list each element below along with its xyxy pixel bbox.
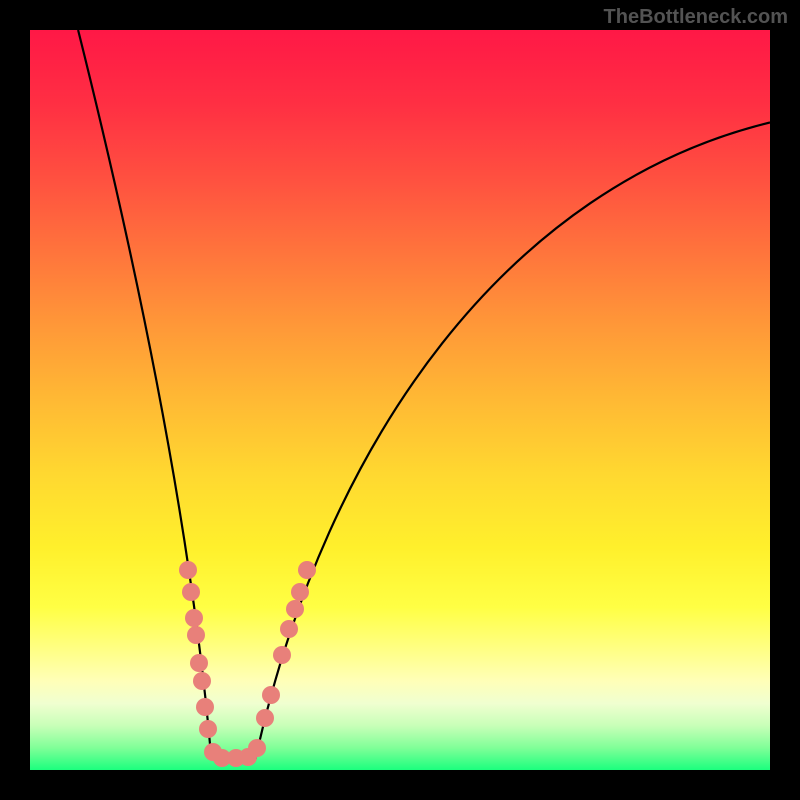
data-marker: [291, 583, 309, 601]
bottleneck-curve: [78, 30, 770, 758]
data-marker: [298, 561, 316, 579]
data-marker: [248, 739, 266, 757]
data-marker: [273, 646, 291, 664]
data-marker: [256, 709, 274, 727]
data-marker: [262, 686, 280, 704]
data-marker: [185, 609, 203, 627]
data-marker: [196, 698, 214, 716]
data-marker: [280, 620, 298, 638]
data-marker: [193, 672, 211, 690]
chart-area: [30, 30, 770, 770]
data-marker: [286, 600, 304, 618]
watermark-text: TheBottleneck.com: [604, 6, 788, 29]
data-marker: [199, 720, 217, 738]
curve-layer: [30, 30, 770, 770]
data-marker: [187, 626, 205, 644]
data-marker: [179, 561, 197, 579]
data-marker: [190, 654, 208, 672]
data-marker: [182, 583, 200, 601]
